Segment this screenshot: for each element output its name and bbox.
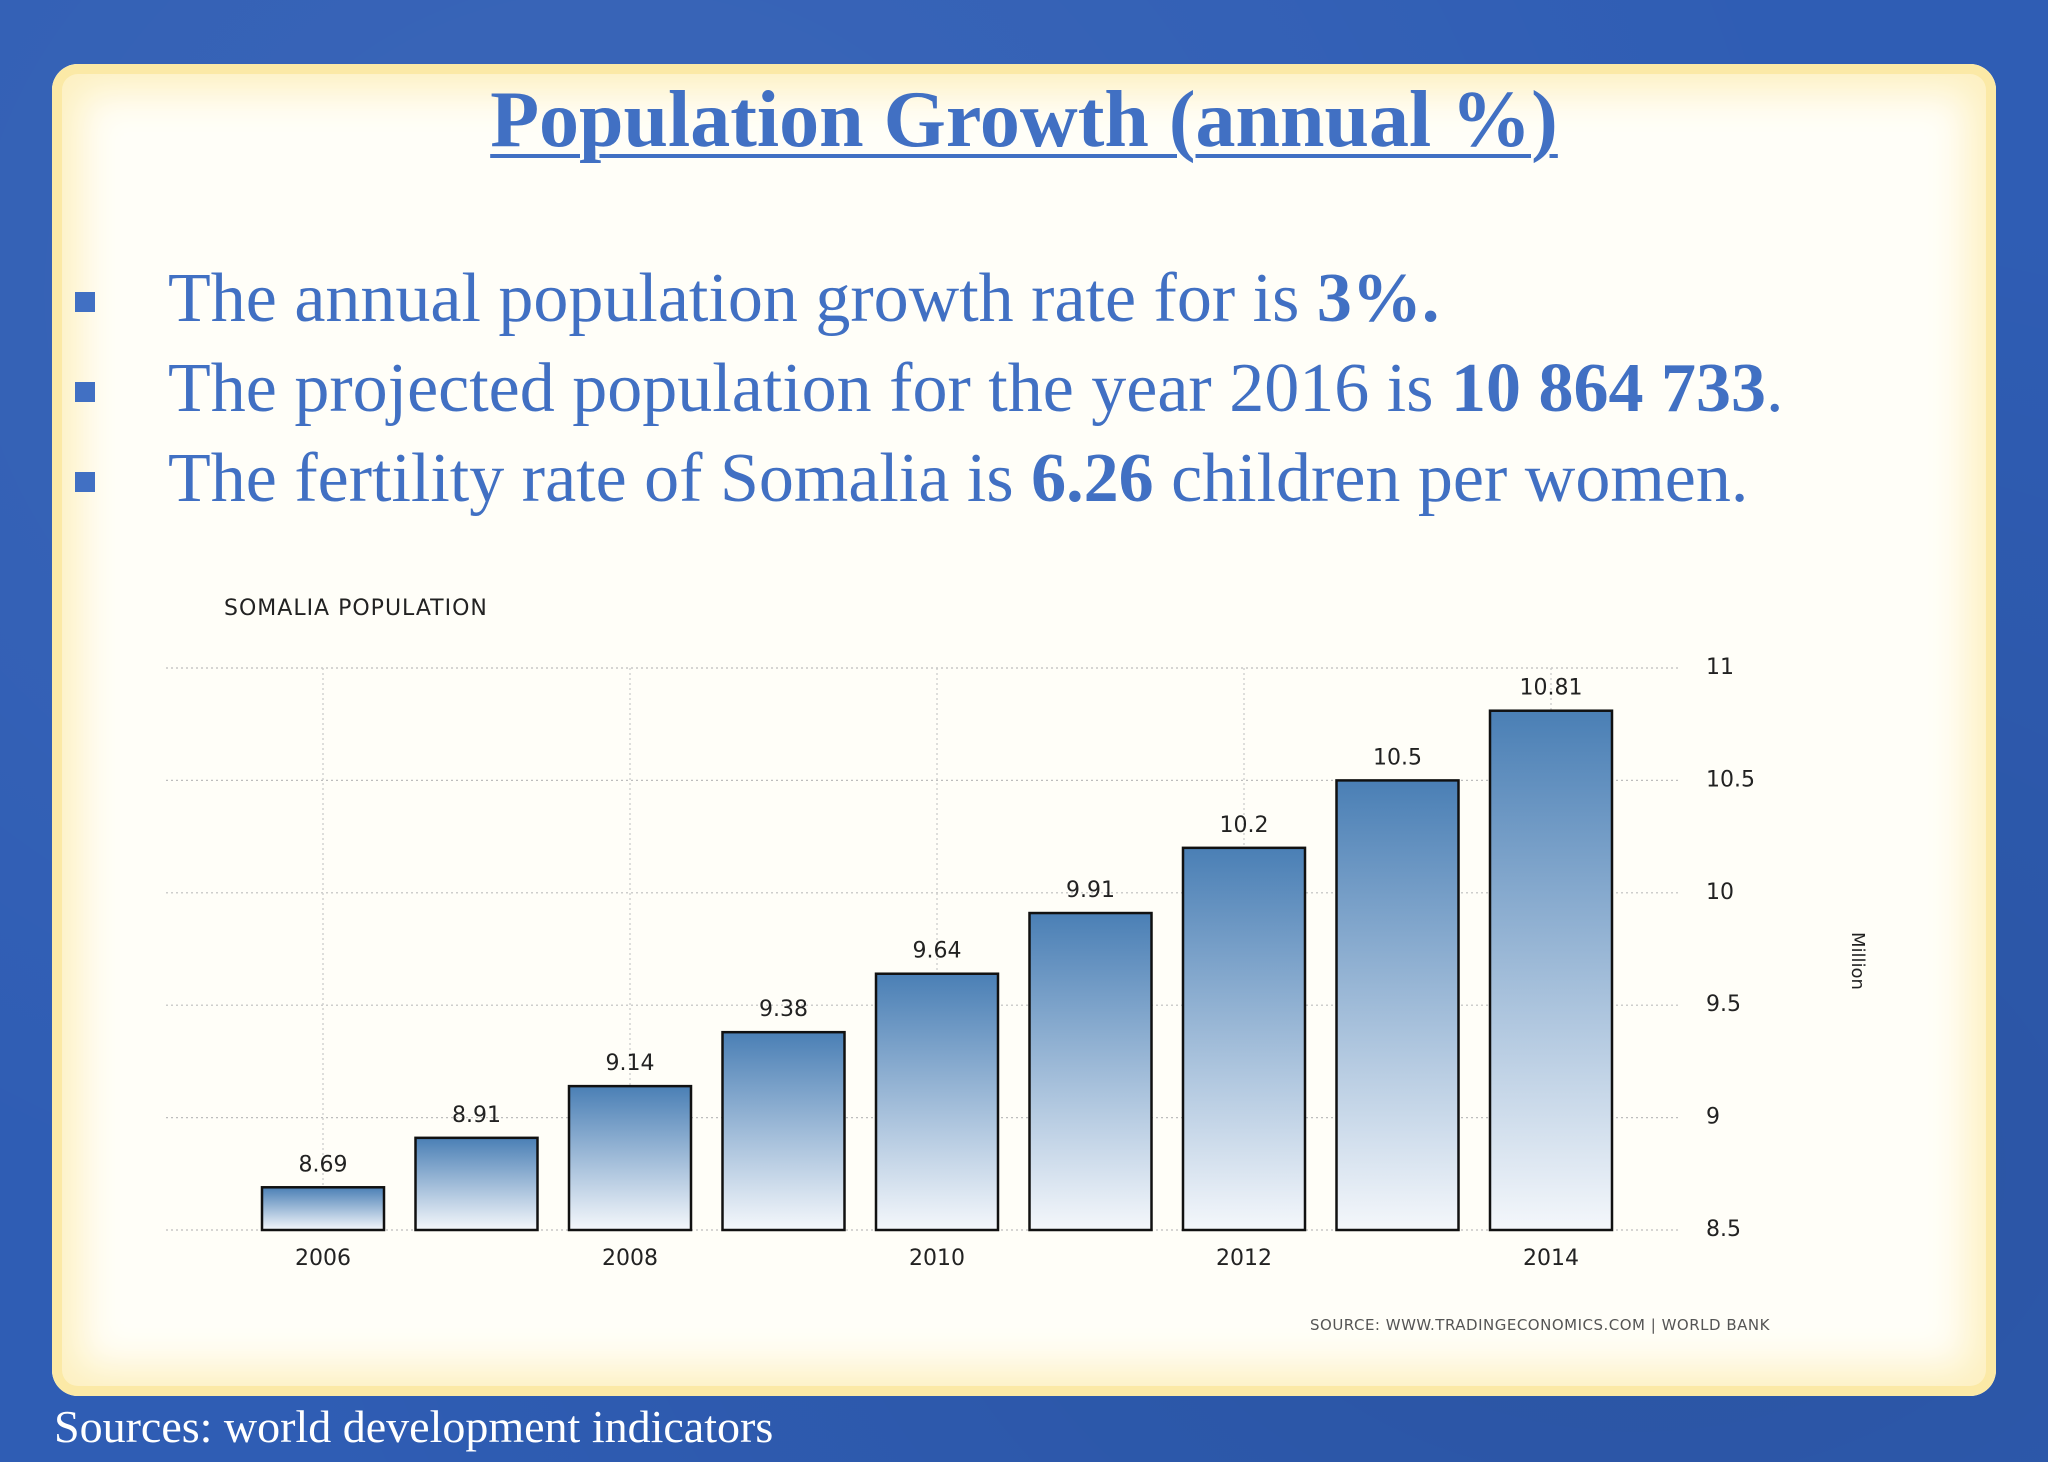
- data-label: 10.2: [1220, 813, 1269, 838]
- bullet-text-post: children per women.: [1153, 440, 1749, 517]
- bullet-item: The projected population for the year 20…: [0, 352, 2048, 432]
- bar-2010: [874, 972, 1000, 1232]
- x-tick-label: 2012: [1216, 1246, 1272, 1271]
- data-label: 10.5: [1373, 745, 1422, 770]
- bullet-text-pre: The annual population growth rate for is: [168, 260, 1317, 337]
- sources-footer: Sources: world development indicators: [54, 1401, 774, 1452]
- bar-2009: [721, 1030, 846, 1232]
- bullet-text: The fertility rate of Somalia is 6.26 ch…: [168, 444, 1748, 514]
- bullet-text-post: .: [1765, 350, 1784, 427]
- bullet-text-bold: 6.26: [1031, 440, 1154, 517]
- bar-2011: [1028, 911, 1153, 1232]
- bar-2012: [1181, 846, 1307, 1232]
- bullet-text-pre: The fertility rate of Somalia is: [168, 440, 1032, 517]
- y-tick-label: 9.5: [1706, 992, 1741, 1017]
- data-label: 9.64: [913, 939, 962, 964]
- bullet-list: The annual population growth rate for is…: [0, 0, 2048, 600]
- slide-title: Population Growth (annual %): [490, 76, 1558, 164]
- axis-labels: 8.5 9 9.5 10 10.5 11 2006 2008 2010 2012 2014 Milli…: [295, 655, 1868, 1271]
- bullet-text-bold: 10 864 733: [1450, 350, 1766, 427]
- bar-2008: [567, 1084, 693, 1232]
- x-tick-label: 2008: [602, 1246, 658, 1271]
- bar-2013: [1335, 779, 1460, 1232]
- y-tick-label: 10: [1706, 880, 1734, 905]
- bullet-item: The annual population growth rate for is…: [0, 262, 2048, 342]
- y-tick-label: 11: [1706, 655, 1734, 680]
- y-tick-label: 8.5: [1706, 1217, 1741, 1242]
- bullet-text: The annual population growth rate for is…: [168, 264, 1439, 334]
- square-bullet-icon: [75, 382, 95, 402]
- bullet-text-bold: 3%.: [1316, 260, 1440, 337]
- bar-2006: [260, 1186, 386, 1232]
- y-tick-label: 9: [1706, 1105, 1720, 1130]
- square-bullet-icon: [75, 472, 95, 492]
- square-bullet-icon: [75, 292, 95, 312]
- bullet-item: The fertility rate of Somalia is 6.26 ch…: [0, 442, 2048, 522]
- x-tick-label: 2006: [295, 1246, 351, 1271]
- data-label: 8.91: [452, 1103, 501, 1128]
- chart-title: SOMALIA POPULATION: [224, 596, 488, 621]
- bar-2007: [414, 1136, 539, 1232]
- bullet-text-pre: The projected population for the year 20…: [168, 350, 1451, 427]
- data-label: 9.91: [1066, 878, 1115, 903]
- data-label: 10.81: [1520, 676, 1583, 701]
- bars: [260, 709, 1614, 1232]
- data-labels: 8.69 8.91 9.14 9.38 9.64 9.91 10.2 10.5 10.81: [299, 676, 1583, 1178]
- data-label: 8.69: [299, 1152, 348, 1177]
- x-tick-label: 2010: [909, 1246, 965, 1271]
- data-label: 9.14: [606, 1051, 655, 1076]
- data-label: 9.38: [759, 997, 808, 1022]
- bullet-text: The projected population for the year 20…: [168, 354, 1783, 424]
- bar-2014: [1488, 709, 1614, 1232]
- y-tick-label: 10.5: [1706, 767, 1755, 792]
- chart-source: SOURCE: WWW.TRADINGECONOMICS.COM | WORLD…: [1310, 1316, 1770, 1334]
- content-card: [52, 64, 1996, 1396]
- x-tick-label: 2014: [1523, 1246, 1579, 1271]
- y-axis-label: Million: [1847, 932, 1868, 990]
